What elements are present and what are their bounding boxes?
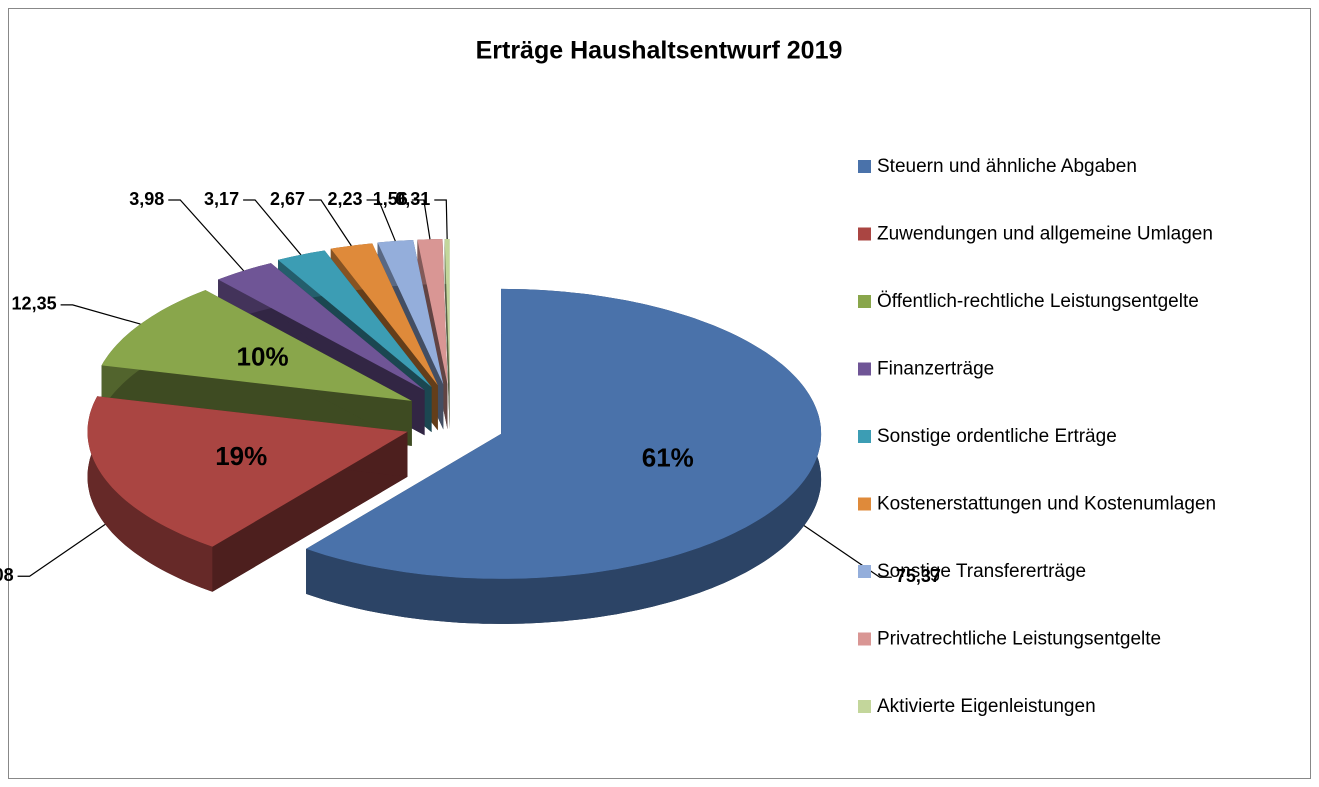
slice <box>444 239 450 429</box>
slice-top <box>330 243 438 386</box>
slice-top <box>377 240 444 385</box>
legend-label: Sonstige Transfererträge <box>877 561 1086 582</box>
legend-swatch <box>858 362 871 376</box>
data-label: 0,31 <box>395 189 430 209</box>
leader-line <box>411 199 431 240</box>
leader-line <box>243 199 302 256</box>
legend-label: Aktivierte Eigenleistungen <box>877 696 1096 717</box>
legend-label: Steuern und ähnliche Abgaben <box>877 156 1137 177</box>
legend-label: Zuwendungen und allgemeine Umlagen <box>877 224 1213 245</box>
slice-wall <box>87 396 213 592</box>
leader-line <box>60 304 141 325</box>
legend-label: Öffentlich-rechtliche Leistungsentgelte <box>877 291 1199 312</box>
legend-swatch <box>858 227 871 241</box>
legend-swatch <box>858 565 871 578</box>
leader-line <box>309 199 352 247</box>
slice-top <box>218 263 425 391</box>
slice-top <box>278 250 432 388</box>
slice-top <box>444 239 450 384</box>
leader-line <box>803 525 892 578</box>
leader-line <box>17 523 106 577</box>
percent-label: 10% <box>237 342 289 372</box>
slice <box>306 288 822 624</box>
slice-top <box>87 396 408 547</box>
slice-edge <box>444 239 450 429</box>
slice-wall <box>306 288 822 624</box>
slice <box>87 396 408 592</box>
data-label: 75,37 <box>896 566 941 586</box>
legend-label: Finanzerträge <box>877 359 994 380</box>
data-label: 23,08 <box>0 565 14 585</box>
legend-swatch <box>858 497 871 511</box>
data-label: 1,56 <box>373 189 408 209</box>
legend-label: Kostenerstattungen und Kostenumlagen <box>877 494 1216 515</box>
legend-swatch <box>858 700 871 713</box>
slice-edge <box>212 431 408 592</box>
leader-line <box>168 199 245 272</box>
data-label: 12,35 <box>12 294 57 314</box>
slice-top <box>101 290 412 401</box>
legend-swatch <box>858 160 871 173</box>
leader-line <box>366 199 396 242</box>
percent-label: 19% <box>215 441 267 471</box>
legend-swatch <box>858 295 871 308</box>
legend-label: Privatrechtliche Leistungsentgelte <box>877 629 1161 650</box>
leader-line <box>434 199 448 240</box>
legend-swatch <box>858 632 871 646</box>
data-label: 2,67 <box>270 189 305 209</box>
slice-top <box>306 288 822 579</box>
legend-swatch <box>858 430 871 443</box>
slice-top <box>417 239 448 385</box>
data-label: 2,23 <box>327 189 362 209</box>
legend-label: Sonstige ordentliche Erträge <box>877 426 1117 447</box>
chart-title: Erträge Haushaltsentwurf 2019 <box>476 37 843 65</box>
percent-label: 61% <box>642 442 694 472</box>
data-label: 3,98 <box>129 189 164 209</box>
data-label: 3,17 <box>204 189 239 209</box>
